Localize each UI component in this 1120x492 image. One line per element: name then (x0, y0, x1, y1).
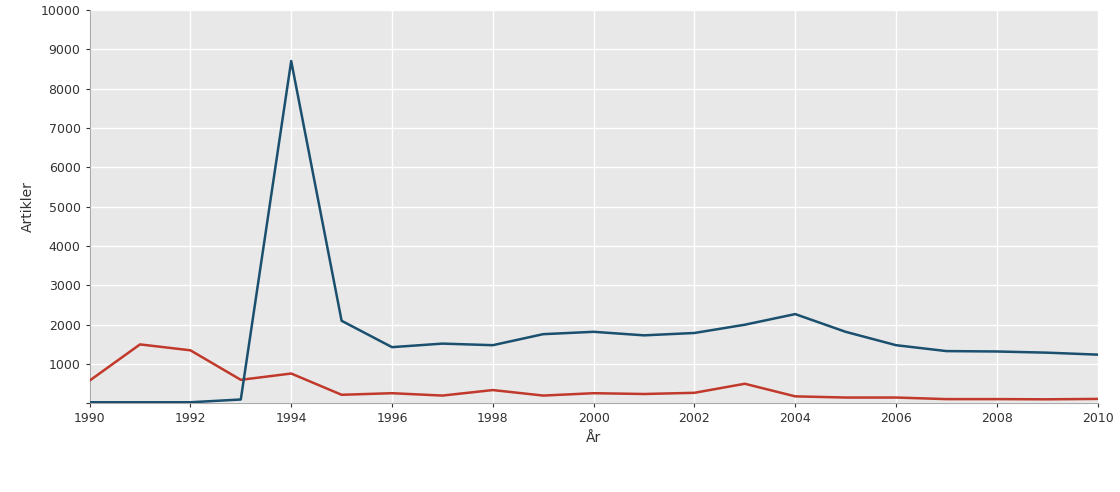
X-axis label: År: År (586, 431, 601, 445)
Y-axis label: Artikler: Artikler (21, 181, 35, 232)
